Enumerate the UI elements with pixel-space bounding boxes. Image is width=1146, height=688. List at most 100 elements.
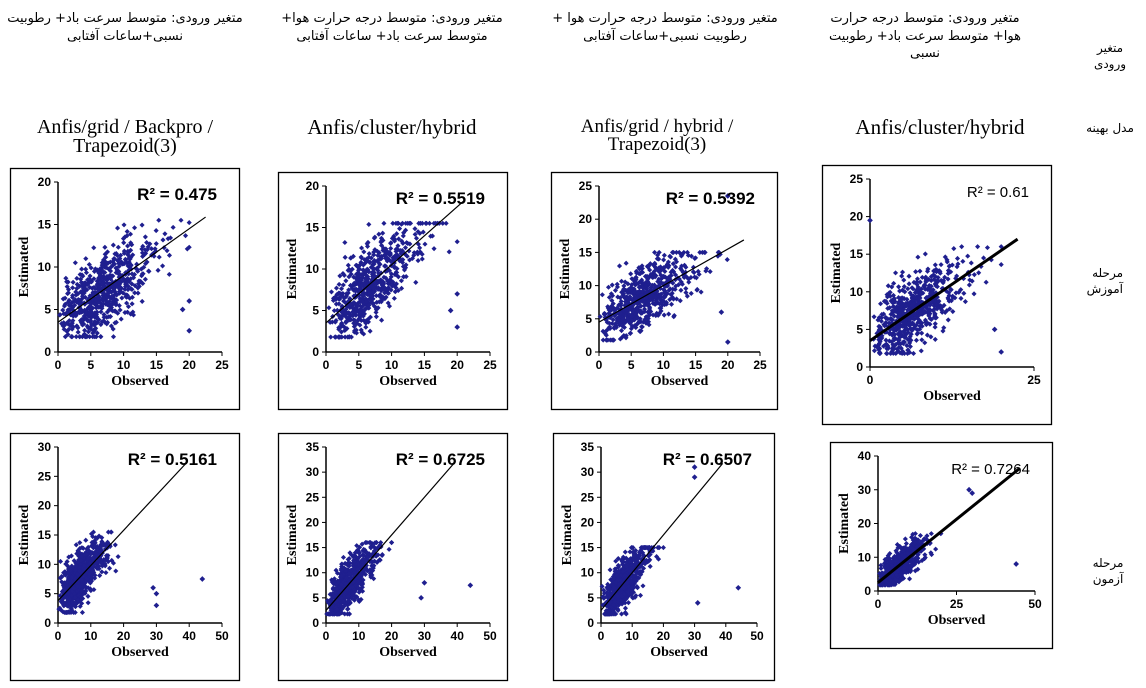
- data-point: [677, 298, 683, 304]
- data-point: [373, 314, 379, 320]
- outlier-point: [179, 306, 186, 313]
- data-point: [83, 256, 89, 262]
- data-point: [345, 593, 351, 599]
- y-tick-label: 0: [44, 616, 51, 630]
- data-point: [646, 545, 652, 551]
- y-axis-label: Estimated: [17, 236, 32, 297]
- data-point: [640, 583, 646, 589]
- trend-line: [325, 199, 466, 324]
- data-point: [91, 245, 97, 251]
- x-tick-label: 0: [55, 358, 62, 372]
- y-tick-label: 5: [44, 303, 51, 317]
- data-point: [683, 285, 689, 292]
- data-point: [887, 577, 893, 583]
- data-point: [954, 255, 961, 261]
- y-tick-label: 35: [581, 440, 595, 454]
- data-point: [367, 567, 373, 573]
- data-point: [645, 315, 651, 322]
- data-points: [326, 220, 461, 340]
- outlier-point: [966, 486, 972, 493]
- data-point: [392, 289, 398, 295]
- x-tick-label: 40: [719, 629, 733, 643]
- y-tick-label: 20: [306, 515, 320, 529]
- data-point: [356, 273, 362, 279]
- x-tick-label: 50: [1028, 597, 1042, 611]
- data-point: [156, 217, 162, 223]
- data-point: [898, 544, 904, 550]
- data-point: [126, 279, 132, 285]
- row-label-model: مدل بهینه: [1086, 121, 1134, 135]
- data-point: [637, 592, 644, 598]
- data-point: [356, 312, 362, 318]
- x-tick-label: 20: [117, 629, 131, 643]
- y-tick-label: 10: [850, 285, 864, 299]
- y-axis-label: Estimated: [285, 504, 300, 565]
- model-name-2: Anfis/grid / hybrid / Trapezoid(3): [580, 116, 734, 156]
- data-points: [599, 464, 742, 617]
- data-point: [359, 299, 365, 305]
- data-point: [366, 305, 372, 311]
- data-point: [918, 348, 924, 354]
- data-point: [344, 325, 350, 332]
- data-point: [928, 531, 934, 537]
- data-point: [340, 554, 346, 560]
- data-point: [379, 297, 385, 303]
- data-point: [379, 552, 385, 559]
- data-point: [597, 314, 603, 320]
- data-point: [878, 562, 884, 568]
- data-point: [653, 301, 659, 307]
- data-point: [402, 265, 409, 271]
- data-point: [130, 252, 136, 258]
- data-point: [950, 295, 956, 301]
- data-point: [377, 279, 383, 285]
- data-point: [913, 269, 919, 275]
- data-point: [961, 290, 967, 296]
- data-point: [883, 558, 889, 564]
- data-point: [609, 282, 615, 288]
- data-point: [919, 557, 925, 564]
- row-label-input: متغیر ورودی: [1093, 41, 1127, 72]
- x-tick-label: 20: [451, 358, 465, 372]
- data-point: [72, 297, 78, 303]
- x-tick-label: 25: [1027, 373, 1041, 387]
- chart-frame: [9, 432, 241, 682]
- y-tick-label: 15: [581, 541, 595, 555]
- chart-frame: [550, 171, 779, 411]
- data-point: [125, 243, 131, 249]
- data-point: [931, 314, 937, 320]
- data-point: [363, 324, 369, 330]
- data-point: [359, 582, 365, 588]
- data-point: [420, 229, 426, 235]
- x-tick-label: 40: [451, 629, 465, 643]
- y-tick-label: 10: [858, 550, 872, 564]
- data-point: [673, 259, 680, 265]
- data-point: [906, 576, 913, 582]
- data-point: [389, 539, 395, 546]
- y-tick-label: 30: [858, 483, 872, 497]
- data-point: [77, 334, 83, 340]
- trend-line: [57, 216, 206, 323]
- data-point: [128, 286, 134, 292]
- data-point: [426, 220, 433, 226]
- data-point: [446, 249, 452, 255]
- data-point: [100, 295, 106, 301]
- r-squared-label: R² = 0.61: [967, 184, 1029, 201]
- data-points: [877, 486, 1019, 588]
- data-point: [94, 330, 100, 336]
- x-tick-label: 50: [215, 629, 229, 643]
- data-point: [406, 248, 412, 254]
- x-tick-label: 10: [385, 358, 399, 372]
- data-point: [618, 320, 624, 326]
- data-point: [871, 348, 877, 354]
- x-tick-label: 20: [183, 358, 197, 372]
- data-point: [912, 531, 918, 537]
- data-point: [160, 263, 166, 269]
- chart-frame: [552, 432, 776, 682]
- data-point: [103, 295, 109, 301]
- y-tick-label: 15: [579, 245, 593, 259]
- data-point: [73, 334, 79, 340]
- chart-train-col2: 0 5 10 15 20 250510152025ObservedEstimatedR² …: [550, 171, 779, 411]
- chart-test-col3: 0 10 20 30 40 5005101520253035ObservedEstimat…: [277, 432, 509, 682]
- data-point: [345, 262, 351, 268]
